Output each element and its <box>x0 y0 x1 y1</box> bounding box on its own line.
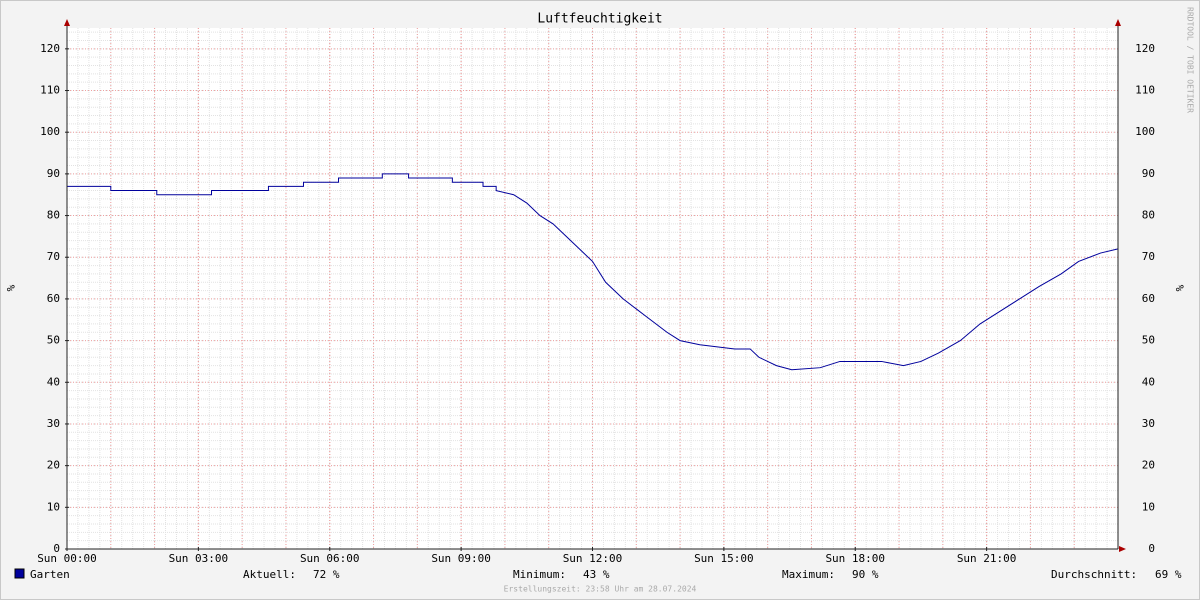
y-axis-label: % <box>4 285 17 292</box>
stat-value: 43 % <box>583 568 610 581</box>
y2-tick-label: 20 <box>1142 459 1155 472</box>
y2-tick-label: 60 <box>1142 292 1155 305</box>
y2-arrow <box>1115 19 1121 26</box>
y-arrow <box>64 19 70 26</box>
y2-tick-label: 110 <box>1135 84 1155 97</box>
y-tick-label: 90 <box>47 167 60 180</box>
stat-value: 69 % <box>1155 568 1182 581</box>
footer: Erstellungszeit: 23:58 Uhr am 28.07.2024 <box>504 585 697 594</box>
marks <box>67 173 1119 371</box>
y2-tick-label: 0 <box>1148 542 1155 555</box>
legend-swatch <box>14 568 25 579</box>
y-tick-label: 50 <box>47 334 60 347</box>
chart-title: Luftfeuchtigkeit <box>537 12 662 27</box>
stat-label: Minimum: <box>513 568 566 581</box>
y2-tick-label: 30 <box>1142 417 1155 430</box>
x-tick-label: Sun 09:00 <box>431 552 491 565</box>
y2-tick-label: 90 <box>1142 167 1155 180</box>
y-tick-label: 10 <box>47 500 60 513</box>
x-tick-label: Sun 06:00 <box>300 552 360 565</box>
y2-tick-label: 70 <box>1142 250 1155 263</box>
watermark: RRDTOOL / TOBI OETIKER <box>1186 7 1195 113</box>
y2-tick-label: 50 <box>1142 334 1155 347</box>
stat-label: Aktuell: <box>243 568 296 581</box>
series-line <box>67 173 1119 371</box>
stat-label: Maximum: <box>782 568 835 581</box>
y2-tick-label: 120 <box>1135 42 1155 55</box>
y-tick-label: 60 <box>47 292 60 305</box>
y2-tick-label: 80 <box>1142 209 1155 222</box>
x-tick-label: Sun 12:00 <box>563 552 623 565</box>
y-tick-label: 20 <box>47 459 60 472</box>
x-tick-label: Sun 00:00 <box>37 552 97 565</box>
y-tick-label: 110 <box>40 84 60 97</box>
y2-tick-label: 40 <box>1142 375 1155 388</box>
y-tick-label: 0 <box>53 542 60 555</box>
y2-tick-label: 10 <box>1142 500 1155 513</box>
y-tick-label: 30 <box>47 417 60 430</box>
x-tick-label: Sun 18:00 <box>825 552 885 565</box>
y2-tick-label: 100 <box>1135 125 1155 138</box>
y-tick-label: 40 <box>47 375 60 388</box>
x-tick-label: Sun 15:00 <box>694 552 754 565</box>
x-arrow <box>1119 546 1126 552</box>
y-tick-label: 70 <box>47 250 60 263</box>
stat-label: Durchschnitt: <box>1051 568 1137 581</box>
y-tick-label: 120 <box>40 42 60 55</box>
stat-value: 90 % <box>852 568 879 581</box>
legend-label: Garten <box>30 568 70 581</box>
y2-axis-label: % <box>1173 285 1186 292</box>
y-tick-label: 100 <box>40 125 60 138</box>
x-tick-label: Sun 21:00 <box>957 552 1017 565</box>
stat-value: 72 % <box>313 568 340 581</box>
x-tick-label: Sun 03:00 <box>169 552 229 565</box>
y-tick-label: 80 <box>47 209 60 222</box>
